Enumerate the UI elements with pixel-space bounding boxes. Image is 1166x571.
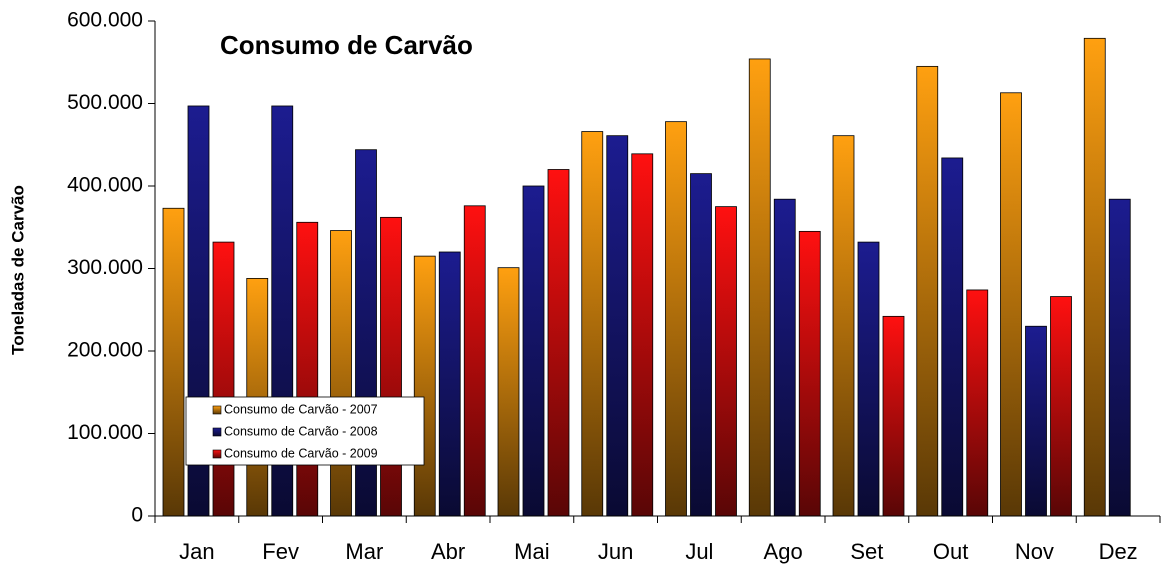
bar: [1025, 325, 1047, 517]
legend-label: Consumo de Carvão - 2007: [224, 402, 378, 416]
bar: [581, 131, 604, 517]
bar: [631, 153, 654, 517]
y-tick-label: 500.000: [67, 91, 143, 114]
y-tick-label: 200.000: [67, 339, 143, 362]
bar: [941, 157, 964, 517]
bar: [1000, 92, 1022, 517]
bar: [1050, 296, 1072, 517]
chart-title: Consumo de Carvão: [220, 30, 473, 60]
bar: [1108, 198, 1131, 517]
x-tick-label: Out: [933, 539, 968, 564]
x-tick-label: Abr: [431, 539, 465, 564]
x-tick-label: Ago: [764, 539, 803, 564]
bar: [330, 230, 352, 517]
bar: [547, 169, 570, 517]
bar: [966, 289, 989, 517]
bar: [882, 315, 905, 517]
y-tick-label: 100.000: [67, 421, 143, 444]
x-tick-label: Dez: [1099, 539, 1138, 564]
x-tick-label: Nov: [1015, 539, 1054, 564]
bar: [1083, 37, 1106, 517]
x-tick-label: Set: [850, 539, 883, 564]
y-axis-title: Toneladas de Carvão: [8, 185, 27, 355]
bar: [748, 58, 771, 517]
bar: [916, 65, 939, 517]
bar: [380, 216, 402, 517]
bar: [606, 135, 629, 517]
x-tick-label: Jan: [179, 539, 214, 564]
bar: [463, 205, 486, 517]
bar: [296, 221, 319, 517]
bar: [832, 135, 855, 517]
y-tick-label: 600.000: [67, 9, 143, 32]
bar: [857, 241, 880, 517]
x-tick-label: Jun: [598, 539, 633, 564]
x-tick-label: Jul: [685, 539, 713, 564]
y-tick-label: 400.000: [67, 174, 143, 197]
y-tick-label: 0: [131, 504, 143, 527]
y-tick-label: 300.000: [67, 256, 143, 279]
bar: [438, 251, 461, 517]
legend-swatch: [212, 405, 222, 415]
legend: Consumo de Carvão - 2007 Consumo de Carvã…: [185, 396, 425, 466]
bar: [798, 230, 821, 517]
bar: [522, 185, 545, 517]
legend-swatch: [212, 449, 222, 459]
bar: [497, 267, 520, 517]
x-tick-label: Fev: [262, 539, 299, 564]
legend-label: Consumo de Carvão - 2008: [224, 424, 378, 438]
legend-box: [185, 396, 425, 466]
bar: [773, 198, 796, 517]
bar: [690, 173, 712, 517]
legend-label: Consumo de Carvão - 2009: [224, 446, 378, 460]
bar: [413, 255, 436, 517]
x-tick-label: Mai: [514, 539, 549, 564]
bar: [715, 206, 737, 517]
legend-swatch: [212, 427, 222, 437]
bar: [162, 207, 185, 517]
x-tick-label: Mar: [345, 539, 383, 564]
bar: [212, 241, 235, 517]
bar: [665, 121, 687, 517]
